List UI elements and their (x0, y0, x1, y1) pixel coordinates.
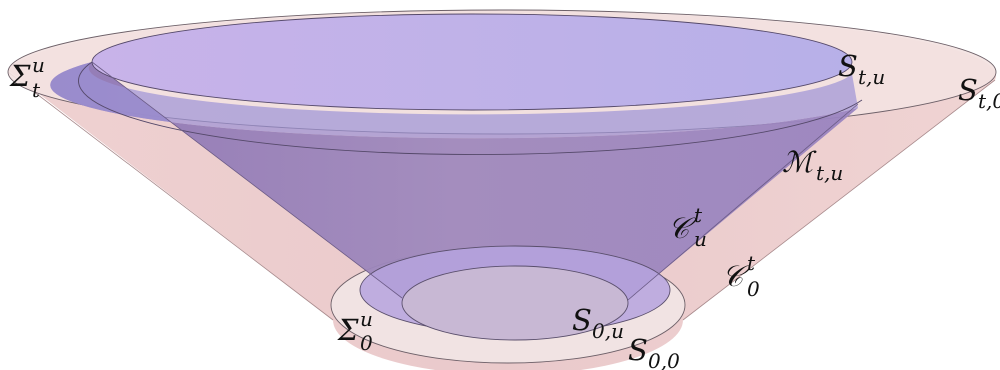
svg-text:t: t (694, 203, 703, 227)
inner-cone-left-edge (91, 61, 403, 299)
svg-text:S: S (572, 303, 592, 337)
label-c-u-t: 𝒞 u t (668, 203, 707, 251)
label-s-0-u: S 0,u (572, 303, 624, 343)
svg-text:0: 0 (360, 331, 373, 355)
label-c-0-t: 𝒞 0 t (722, 251, 760, 301)
inner-top-front-rim (78, 61, 863, 156)
svg-text:0: 0 (747, 277, 760, 301)
label-m-t-u: ℳ t,u (782, 145, 843, 185)
inner-cone-surface (50, 62, 859, 336)
label-s-t-0: S t,0 (958, 73, 1000, 113)
inner-top-ellipse (91, 13, 853, 111)
svg-text:t,0: t,0 (978, 89, 1000, 113)
svg-text:0,0: 0,0 (648, 349, 680, 370)
outer-cone-right-edge (682, 79, 996, 321)
inner-cone-right-edge (627, 103, 859, 301)
label-s-t-u: S t,u (838, 49, 885, 89)
outer-cone-left-edge (7, 71, 334, 321)
svg-text:u: u (32, 53, 45, 77)
svg-text:u: u (360, 307, 373, 331)
svg-text:t: t (32, 78, 41, 102)
label-sigma-0-u: Σ 0 u (337, 307, 373, 355)
svg-text:u: u (694, 227, 707, 251)
svg-text:t,u: t,u (816, 161, 843, 185)
svg-text:0,u: 0,u (592, 319, 624, 343)
svg-text:ℳ: ℳ (782, 145, 817, 179)
svg-text:S: S (958, 73, 978, 107)
label-sigma-t-u: Σ t u (9, 53, 45, 102)
inner-cone-back-band (50, 62, 859, 139)
svg-text:t: t (747, 251, 756, 275)
svg-text:Σ: Σ (337, 313, 359, 347)
label-s-0-0: S 0,0 (628, 333, 680, 370)
svg-text:t,u: t,u (858, 65, 885, 89)
svg-text:S: S (628, 333, 648, 367)
svg-text:Σ: Σ (9, 59, 31, 93)
s0u-disk (401, 265, 629, 341)
svg-text:S: S (838, 49, 858, 83)
